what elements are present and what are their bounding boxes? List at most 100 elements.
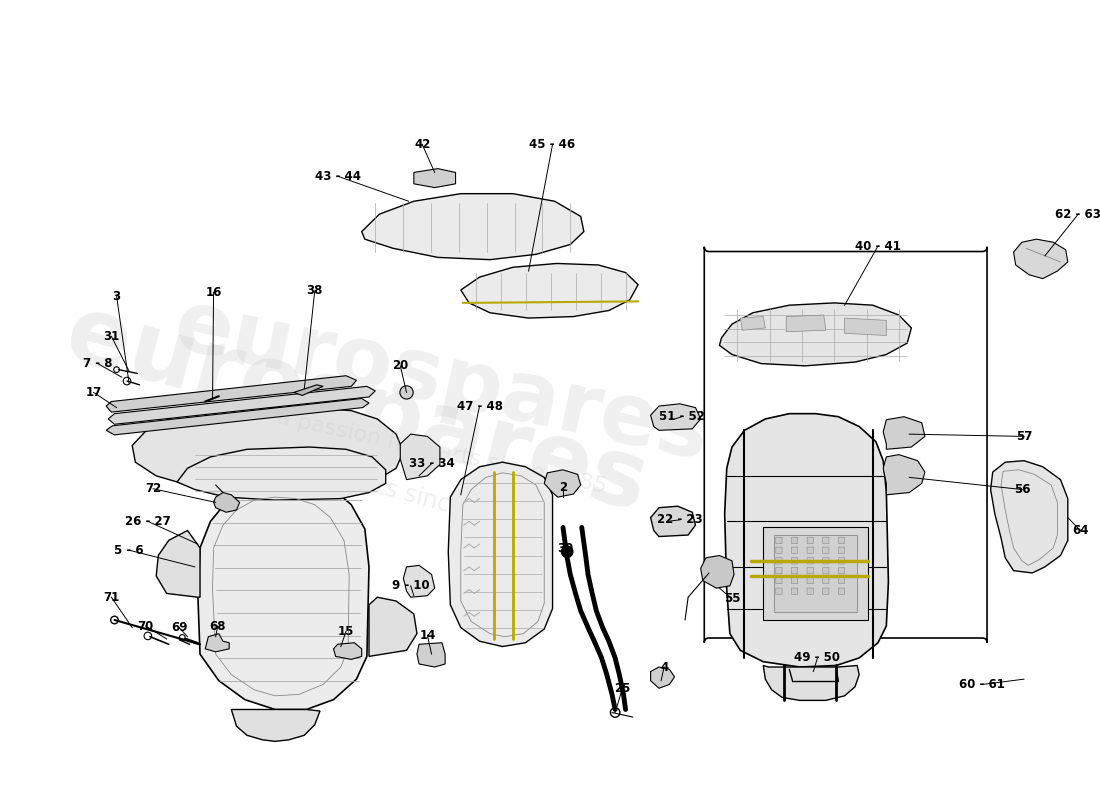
Text: 31: 31 xyxy=(103,330,120,342)
Text: 70: 70 xyxy=(138,619,154,633)
Polygon shape xyxy=(417,642,446,667)
FancyBboxPatch shape xyxy=(791,588,798,594)
Polygon shape xyxy=(177,447,386,500)
Text: 25: 25 xyxy=(614,682,630,694)
Polygon shape xyxy=(206,634,229,652)
FancyBboxPatch shape xyxy=(776,567,782,574)
FancyBboxPatch shape xyxy=(838,538,845,543)
Text: 57: 57 xyxy=(1015,430,1032,443)
Text: 38: 38 xyxy=(307,284,323,298)
Polygon shape xyxy=(414,169,455,188)
Polygon shape xyxy=(773,535,857,612)
Text: 47 - 48: 47 - 48 xyxy=(456,399,503,413)
Polygon shape xyxy=(701,555,734,588)
Text: 72: 72 xyxy=(145,482,162,495)
Text: 55: 55 xyxy=(724,592,740,606)
Text: a passion for parts since 1985: a passion for parts since 1985 xyxy=(180,422,532,538)
FancyBboxPatch shape xyxy=(791,538,798,543)
FancyBboxPatch shape xyxy=(791,578,798,584)
Text: 33 - 34: 33 - 34 xyxy=(409,458,454,470)
FancyBboxPatch shape xyxy=(791,567,798,574)
Polygon shape xyxy=(883,417,925,450)
Polygon shape xyxy=(231,710,320,742)
Text: 20: 20 xyxy=(393,359,408,372)
FancyBboxPatch shape xyxy=(807,558,813,564)
Polygon shape xyxy=(108,386,375,424)
Polygon shape xyxy=(845,318,887,335)
Polygon shape xyxy=(213,493,240,512)
FancyBboxPatch shape xyxy=(776,578,782,584)
Polygon shape xyxy=(763,666,859,700)
FancyBboxPatch shape xyxy=(823,538,829,543)
Text: 15: 15 xyxy=(338,625,354,638)
FancyBboxPatch shape xyxy=(838,547,845,554)
Polygon shape xyxy=(991,461,1068,573)
Text: 3: 3 xyxy=(112,290,121,302)
FancyBboxPatch shape xyxy=(823,567,829,574)
Polygon shape xyxy=(294,385,323,395)
Polygon shape xyxy=(1013,239,1068,278)
Polygon shape xyxy=(786,315,826,332)
Text: 45 - 46: 45 - 46 xyxy=(529,138,575,151)
Text: 22 - 23: 22 - 23 xyxy=(657,514,703,526)
Text: 69: 69 xyxy=(170,621,187,634)
Text: 5 - 6: 5 - 6 xyxy=(114,544,144,557)
Polygon shape xyxy=(725,414,889,667)
Polygon shape xyxy=(198,480,368,710)
FancyBboxPatch shape xyxy=(807,567,813,574)
Text: 40 - 41: 40 - 41 xyxy=(855,239,901,253)
Text: 30: 30 xyxy=(557,542,573,555)
FancyBboxPatch shape xyxy=(791,558,798,564)
Circle shape xyxy=(561,546,573,558)
FancyBboxPatch shape xyxy=(776,588,782,594)
Text: 7 - 8: 7 - 8 xyxy=(84,357,112,370)
Polygon shape xyxy=(449,462,552,646)
Text: 64: 64 xyxy=(1072,524,1089,537)
Polygon shape xyxy=(132,407,404,487)
Text: 2: 2 xyxy=(559,482,568,494)
FancyBboxPatch shape xyxy=(838,578,845,584)
Polygon shape xyxy=(461,263,638,318)
Polygon shape xyxy=(106,398,369,435)
Polygon shape xyxy=(544,470,581,497)
FancyBboxPatch shape xyxy=(823,547,829,554)
Polygon shape xyxy=(719,303,912,366)
Text: 62 - 63: 62 - 63 xyxy=(1055,208,1100,221)
Polygon shape xyxy=(883,454,925,495)
FancyBboxPatch shape xyxy=(807,578,813,584)
FancyBboxPatch shape xyxy=(823,558,829,564)
FancyBboxPatch shape xyxy=(838,588,845,594)
Text: 17: 17 xyxy=(86,386,102,399)
Text: 43 - 44: 43 - 44 xyxy=(315,170,361,182)
FancyBboxPatch shape xyxy=(776,547,782,554)
Text: 49 - 50: 49 - 50 xyxy=(794,651,840,665)
FancyBboxPatch shape xyxy=(807,538,813,543)
Text: 16: 16 xyxy=(206,286,222,298)
FancyBboxPatch shape xyxy=(838,558,845,564)
FancyBboxPatch shape xyxy=(791,547,798,554)
Text: 14: 14 xyxy=(419,629,436,642)
Polygon shape xyxy=(650,404,701,430)
FancyBboxPatch shape xyxy=(776,538,782,543)
Text: a passion for parts since 1985: a passion for parts since 1985 xyxy=(275,407,608,497)
Polygon shape xyxy=(333,642,362,659)
Text: 71: 71 xyxy=(103,590,120,604)
Polygon shape xyxy=(400,434,440,480)
Text: 42: 42 xyxy=(414,138,430,151)
Text: eurospares: eurospares xyxy=(56,288,657,531)
FancyBboxPatch shape xyxy=(823,588,829,594)
Text: 26 - 27: 26 - 27 xyxy=(125,515,170,528)
FancyBboxPatch shape xyxy=(807,588,813,594)
FancyBboxPatch shape xyxy=(823,578,829,584)
Polygon shape xyxy=(368,598,417,656)
Polygon shape xyxy=(650,667,674,688)
Circle shape xyxy=(400,386,414,399)
Text: eurospares: eurospares xyxy=(167,284,717,478)
Text: 60 - 61: 60 - 61 xyxy=(959,678,1005,691)
Text: 51 - 52: 51 - 52 xyxy=(659,410,705,423)
FancyBboxPatch shape xyxy=(776,558,782,564)
Polygon shape xyxy=(362,194,584,260)
FancyBboxPatch shape xyxy=(807,547,813,554)
Polygon shape xyxy=(106,376,356,412)
Polygon shape xyxy=(650,506,695,537)
